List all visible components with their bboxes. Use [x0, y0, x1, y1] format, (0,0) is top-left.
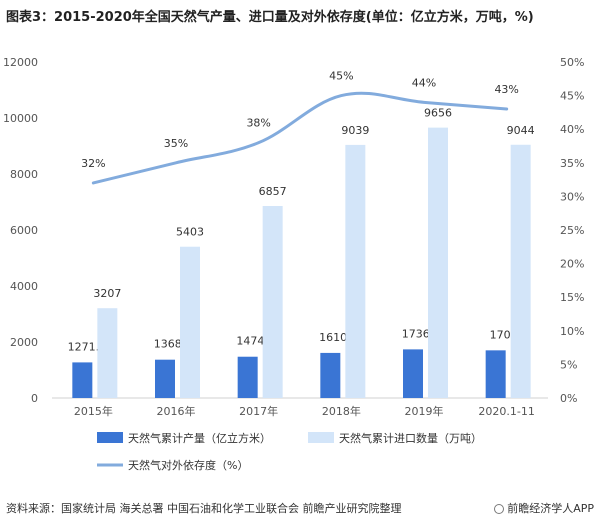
source-note: 资料来源：国家统计局 海关总署 中国石油和化学工业联合会 前瞻产业研究院整理 [6, 502, 402, 515]
production-bar [485, 350, 506, 398]
y-left-tick-label: 12000 [3, 56, 38, 69]
dependency-value-label: 38% [246, 117, 270, 130]
x-tick-label: 2016年 [157, 404, 196, 418]
imports-bar [345, 144, 366, 398]
legend-imports-label: 天然气累计进口数量（万吨） [339, 431, 482, 445]
brand-label: 前瞻经济学人APP [494, 500, 594, 516]
imports-bar [510, 144, 531, 398]
y-right-tick-label: 20% [560, 258, 584, 271]
dependency-value-label: 35% [164, 137, 188, 150]
y-right-tick-label: 50% [560, 56, 584, 69]
x-tick-label: 2018年 [322, 404, 361, 418]
y-right-tick-label: 35% [560, 157, 584, 170]
brand-logo-icon [494, 504, 505, 514]
imports-value-label: 9044 [507, 124, 535, 137]
x-tick-label: 2019年 [405, 404, 444, 418]
x-tick-label: 2015年 [74, 404, 113, 418]
production-bar [403, 349, 423, 398]
imports-bar [262, 206, 283, 398]
y-right-tick-label: 30% [560, 190, 584, 203]
dependency-value-label: 45% [329, 70, 353, 83]
x-tick-label: 2017年 [239, 404, 278, 418]
imports-value-label: 3207 [93, 287, 121, 300]
y-right-tick-label: 0% [560, 392, 577, 405]
production-bar [320, 352, 341, 398]
x-tick-label: 2020.1-11 [478, 405, 534, 418]
y-left-tick-label: 0 [31, 392, 38, 405]
y-right-tick-label: 15% [560, 291, 584, 304]
y-left-tick-label: 8000 [10, 168, 38, 181]
legend-production-swatch [97, 432, 123, 443]
y-right-tick-label: 25% [560, 224, 584, 237]
y-right-tick-label: 40% [560, 123, 584, 136]
imports-value-label: 5403 [176, 226, 204, 239]
dependency-value-label: 32% [81, 157, 105, 170]
dependency-value-label: 44% [412, 76, 436, 89]
y-left-tick-label: 10000 [3, 112, 38, 125]
imports-value-label: 9656 [424, 107, 452, 120]
y-left-tick-label: 6000 [10, 224, 38, 237]
legend-dependency-label: 天然气对外依存度（%） [128, 458, 248, 472]
y-right-tick-label: 5% [560, 358, 577, 371]
production-bar [237, 356, 258, 398]
dependency-value-label: 43% [494, 83, 518, 96]
imports-value-label: 6857 [259, 185, 287, 198]
imports-bar [97, 308, 118, 398]
imports-bar [180, 246, 200, 398]
y-right-tick-label: 10% [560, 325, 584, 338]
legend-production-label: 天然气累计产量（亿立方米） [128, 431, 271, 445]
y-left-tick-label: 4000 [10, 280, 38, 293]
brand-text: 前瞻经济学人APP [507, 502, 594, 515]
y-left-tick-label: 2000 [10, 336, 38, 349]
production-bar [155, 359, 175, 398]
imports-value-label: 9039 [341, 124, 369, 137]
chart-title: 图表3：2015-2020年全国天然气产量、进口量及对外依存度(单位：亿立方米，… [6, 10, 534, 25]
dependency-line [91, 91, 509, 185]
y-right-tick-label: 45% [560, 90, 584, 103]
legend-imports-swatch [308, 432, 334, 443]
production-bar [72, 362, 93, 398]
imports-bar [428, 127, 448, 398]
